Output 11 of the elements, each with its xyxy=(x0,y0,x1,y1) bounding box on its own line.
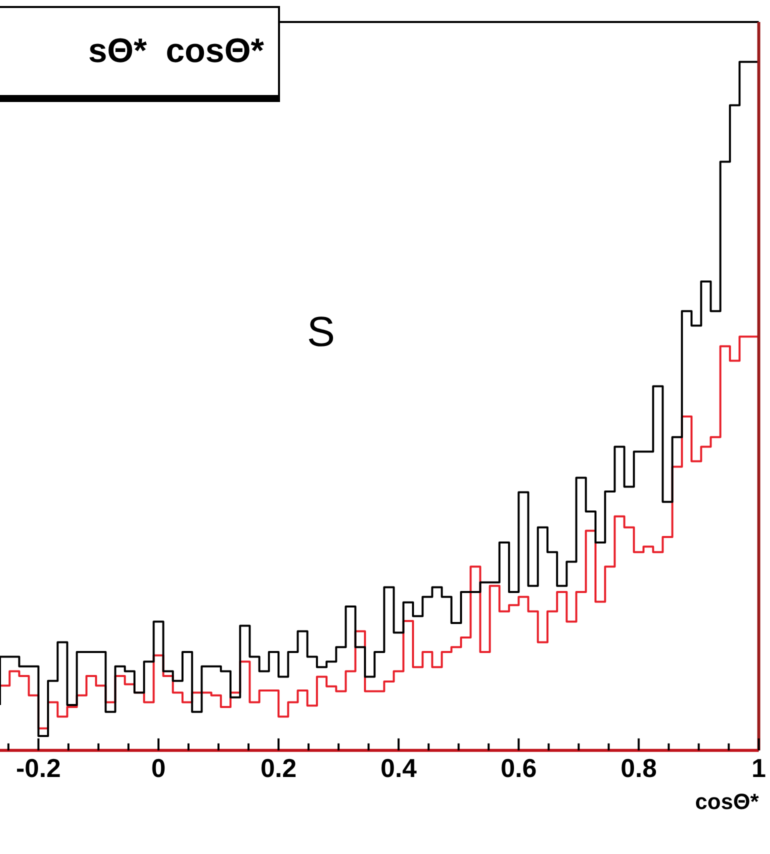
x-tick-label: 0.8 xyxy=(620,753,657,784)
annotation: S xyxy=(307,308,336,356)
annotation: sΘ* cosΘ* xyxy=(88,32,264,71)
x-tick-label: 1 xyxy=(752,753,766,784)
x-tick-label: 0 xyxy=(151,753,166,784)
x-tick-label: 0.2 xyxy=(260,753,297,784)
x-tick-label: 0.4 xyxy=(380,753,418,784)
text-box: sΘ* cosΘ* xyxy=(0,6,280,102)
x-tick-label: 0.6 xyxy=(500,753,537,784)
x-axis-title: cosΘ* xyxy=(695,788,760,814)
x-tick-label: -0.2 xyxy=(16,753,61,784)
